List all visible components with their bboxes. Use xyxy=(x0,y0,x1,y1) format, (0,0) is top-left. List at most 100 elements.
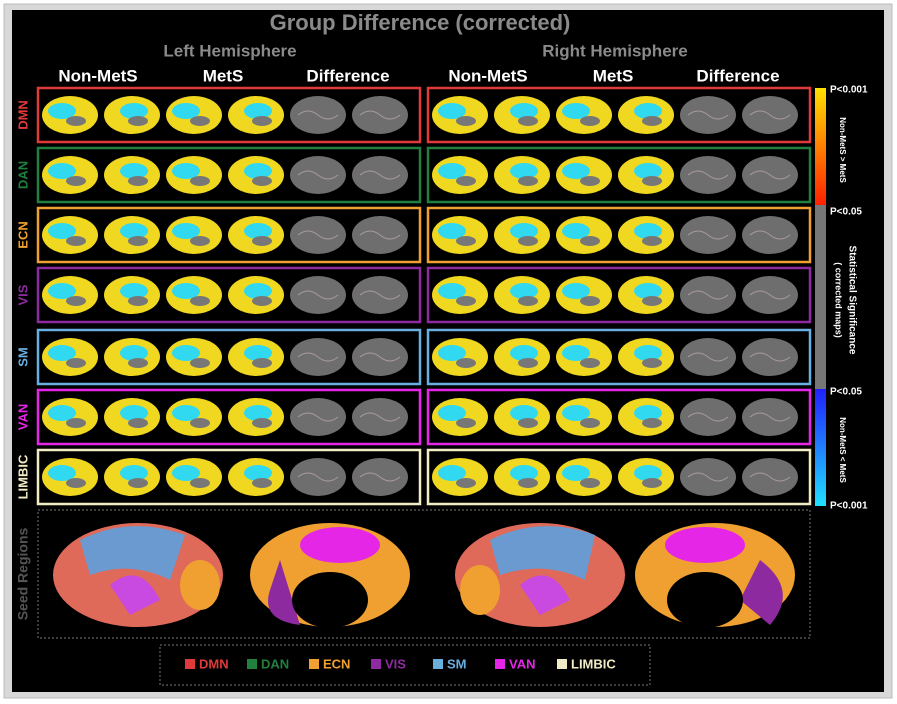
seed-brains xyxy=(53,523,795,628)
column-header: Non-MetS xyxy=(448,66,527,85)
brain-cyan xyxy=(510,345,538,361)
legend-swatch xyxy=(247,659,257,669)
brain-sulci xyxy=(749,412,791,422)
network-label: VIS xyxy=(15,284,30,305)
legend-label: LIMBIC xyxy=(571,656,616,671)
brain-gray xyxy=(642,116,662,126)
column-header: Non-MetS xyxy=(58,66,137,85)
brain-cyan xyxy=(120,103,148,119)
brain-gray xyxy=(128,418,148,428)
brain-gray xyxy=(518,236,538,246)
brain-sulci xyxy=(687,412,729,422)
brain-cyan xyxy=(634,283,662,299)
brain-gray xyxy=(190,418,210,428)
brain-gray xyxy=(642,418,662,428)
legend-label: VAN xyxy=(509,656,535,671)
network-box xyxy=(36,86,422,144)
brain-sulci xyxy=(359,352,401,362)
legend-label: DMN xyxy=(199,656,229,671)
brain-sulci xyxy=(687,352,729,362)
brain-gray xyxy=(518,358,538,368)
brain-cyan xyxy=(244,405,272,421)
brain-sulci xyxy=(687,290,729,300)
brain-gray xyxy=(128,478,148,488)
network-label: LIMBIC xyxy=(15,454,30,499)
brain-gray xyxy=(456,236,476,246)
brain-cyan xyxy=(562,103,590,119)
brain-sulci xyxy=(297,170,339,180)
brain-cyan xyxy=(48,465,76,481)
brain-cyan xyxy=(48,405,76,421)
brain-gray xyxy=(580,116,600,126)
brain-gray xyxy=(580,236,600,246)
title: Group Difference (corrected) xyxy=(270,10,571,35)
brain-gray xyxy=(190,236,210,246)
brain-gray xyxy=(456,116,476,126)
brain-sulci xyxy=(749,170,791,180)
brain-sulci xyxy=(297,352,339,362)
brain-sulci xyxy=(359,110,401,120)
brain-cyan xyxy=(48,345,76,361)
column-header: Difference xyxy=(696,66,779,85)
network-box xyxy=(426,266,812,324)
brain-cyan xyxy=(120,465,148,481)
brain-gray xyxy=(66,478,86,488)
seed-box xyxy=(37,509,811,639)
network-box xyxy=(36,448,422,506)
legend-label: VIS xyxy=(385,656,406,671)
brain-gray xyxy=(456,478,476,488)
brain-gray xyxy=(190,358,210,368)
brain-gray xyxy=(580,478,600,488)
brain-cyan xyxy=(438,405,466,421)
network-box xyxy=(426,448,812,506)
brain-cyan xyxy=(172,283,200,299)
column-header: MetS xyxy=(593,66,634,85)
legend-swatch xyxy=(185,659,195,669)
colorbar-note: Non-MetS > MetS xyxy=(838,117,847,183)
brain-cyan xyxy=(510,163,538,179)
brain-cyan xyxy=(172,103,200,119)
brain-gray xyxy=(518,116,538,126)
brain-gray xyxy=(518,478,538,488)
brain-gray xyxy=(456,358,476,368)
brain-sulci xyxy=(687,110,729,120)
brain-cyan xyxy=(172,163,200,179)
brain-gray xyxy=(190,478,210,488)
brain-sulci xyxy=(297,110,339,120)
brain-gray xyxy=(128,296,148,306)
brain-cyan xyxy=(244,103,272,119)
brain-cyan xyxy=(562,223,590,239)
brain-cyan xyxy=(244,223,272,239)
brain-sulci xyxy=(687,230,729,240)
brain-sulci xyxy=(749,110,791,120)
brain-gray xyxy=(128,236,148,246)
brain-gray xyxy=(66,116,86,126)
brain-gray xyxy=(252,418,272,428)
column-header: MetS xyxy=(203,66,244,85)
colorbar-label: P<0.001 xyxy=(830,85,868,96)
brain-gray xyxy=(642,236,662,246)
brain-cyan xyxy=(562,163,590,179)
brain-gray xyxy=(252,116,272,126)
brain-cyan xyxy=(438,283,466,299)
colorbar-note: Non-MetS < MetS xyxy=(838,417,847,483)
brain-sulci xyxy=(687,472,729,482)
network-box xyxy=(36,206,422,264)
legend-label: DAN xyxy=(261,656,289,671)
brain-cyan xyxy=(48,103,76,119)
brain-sulci xyxy=(359,230,401,240)
brain-gray xyxy=(128,176,148,186)
brain-gray xyxy=(252,176,272,186)
brain-cyan xyxy=(438,163,466,179)
brain-sulci xyxy=(749,230,791,240)
brain-sulci xyxy=(749,472,791,482)
brain-gray xyxy=(128,358,148,368)
brain-gray xyxy=(642,176,662,186)
brain-cyan xyxy=(510,223,538,239)
brain-sulci xyxy=(359,472,401,482)
brain-sulci xyxy=(749,290,791,300)
brain-cyan xyxy=(510,405,538,421)
network-label: DAN xyxy=(15,161,30,189)
brain-gray xyxy=(642,478,662,488)
brain-gray xyxy=(456,176,476,186)
